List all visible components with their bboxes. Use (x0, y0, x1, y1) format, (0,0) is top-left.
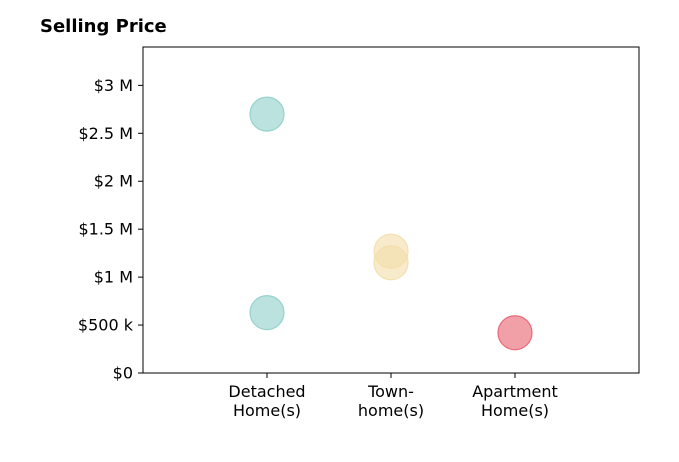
y-tick-label: $1 M (94, 268, 133, 287)
data-point (373, 245, 409, 281)
data-point (249, 96, 285, 132)
plot-frame (142, 46, 640, 374)
y-tick-label: $3 M (94, 76, 133, 95)
y-tick-label: $500 k (78, 316, 134, 335)
y-tick-label: $2.5 M (78, 124, 133, 143)
y-tick-label: $0 (113, 364, 133, 383)
y-tick-label: $2 M (94, 172, 133, 191)
data-point (497, 315, 533, 351)
chart-title: Selling Price (40, 16, 167, 37)
x-tick-label: Town-home(s) (358, 382, 424, 420)
y-tick-label: $1.5 M (78, 220, 133, 239)
data-point (249, 294, 285, 331)
x-tick-label: Apartment Home(s) (472, 382, 558, 420)
x-tick-label: Detached Home(s) (228, 382, 305, 420)
